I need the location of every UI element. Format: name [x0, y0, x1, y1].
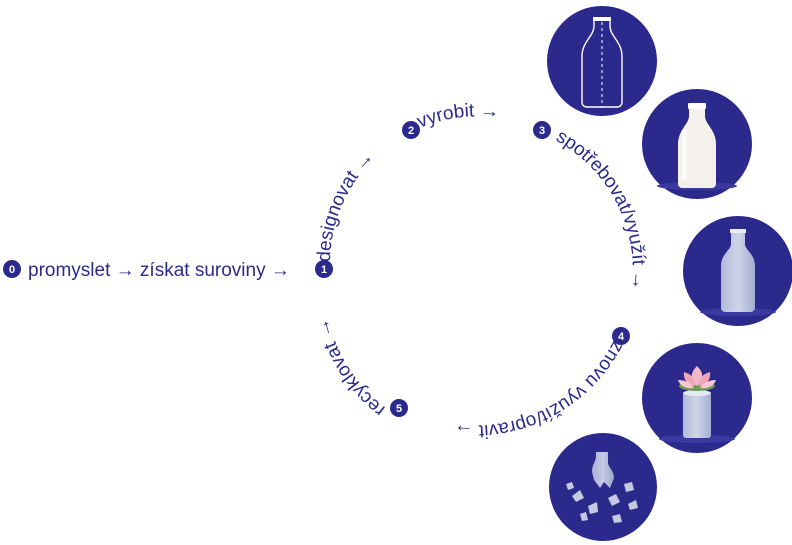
step-1-label: designovat → [314, 147, 378, 262]
empty-glass-bottle-icon [683, 216, 792, 326]
step-4-badge [612, 327, 630, 345]
step-5-number: 5 [396, 403, 402, 415]
step-2: 2 vyrobit → [402, 100, 500, 139]
step-3-label: spotřebovat/využít → [552, 126, 649, 291]
step-3-badge [533, 121, 551, 139]
step-5-badge [390, 399, 408, 417]
step-3-number: 3 [539, 125, 545, 137]
step-3: 3 spotřebovat/využít → [533, 121, 649, 291]
step-0-label: promyslet → získat suroviny → [28, 260, 290, 281]
step-4-label: znovu využít/opravit → [453, 338, 628, 442]
step-5-label: recyklovat → [312, 316, 389, 420]
step-0-number: 0 [9, 264, 15, 276]
svg-text:vyrobit →: vyrobit → [414, 100, 500, 132]
svg-text:spotřebovat/využít →: spotřebovat/využít → [552, 126, 649, 291]
step-0: 0 promyslet → získat suroviny → [3, 260, 290, 281]
step-1-number: 1 [321, 264, 327, 276]
broken-glass-icon [549, 433, 657, 541]
step-0-badge [3, 260, 21, 278]
milk-bottle-icon [642, 89, 752, 199]
jar-with-flower-icon [642, 343, 752, 453]
step-2-badge [402, 121, 420, 139]
empty-bottle-outline-icon [547, 6, 657, 116]
svg-text:designovat →: designovat → [314, 147, 378, 262]
svg-text:znovu využít/opravit →: znovu využít/opravit → [453, 338, 628, 442]
step-2-number: 2 [408, 125, 414, 137]
step-2-label: vyrobit → [414, 100, 500, 132]
svg-text:recyklovat →: recyklovat → [312, 316, 389, 420]
step-4-number: 4 [618, 331, 625, 343]
step-1: 1 designovat → [314, 147, 378, 278]
step-4: 4 znovu využít/opravit → [453, 327, 630, 442]
step-1-badge [315, 260, 333, 278]
step-5: 5 recyklovat → [312, 316, 408, 421]
